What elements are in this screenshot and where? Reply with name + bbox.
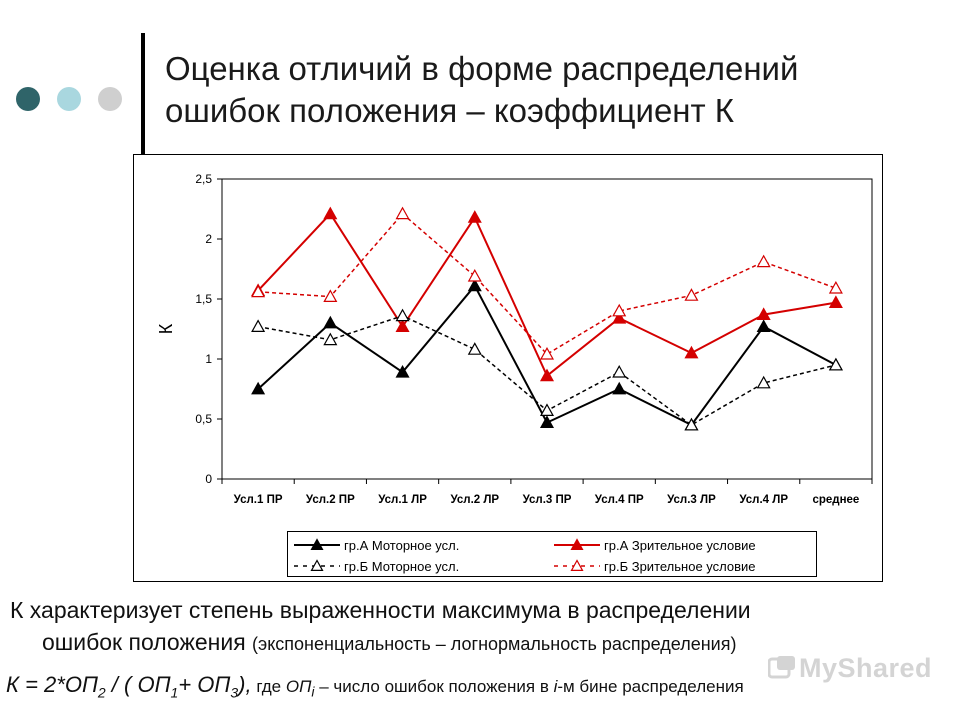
x-tick-label: Усл.2 ЛР (450, 494, 499, 506)
formula-sub-1: 1 (170, 684, 179, 701)
watermark-text: MyShared (799, 653, 933, 683)
y-tick-label: 0,5 (195, 412, 212, 426)
series-2-point (828, 295, 843, 308)
x-tick-label: Усл.3 ПР (523, 494, 572, 506)
series-1-point (612, 381, 627, 395)
x-tick-label: Усл.4 ЛР (739, 494, 788, 506)
series-3-point (684, 417, 699, 431)
series-4-point (828, 280, 843, 294)
title-line-1: Оценка отличий в форме распределений (165, 50, 799, 87)
watermark: MyShared (767, 653, 933, 684)
x-tick-label: Усл.3 ЛР (667, 494, 716, 506)
description-line-2: ошибок положения (42, 629, 246, 655)
x-tick-label: Усл.1 ЛР (378, 494, 427, 506)
series-2-point (323, 206, 338, 220)
legend-marker-2 (570, 538, 584, 550)
decor-dot-light-blue (57, 87, 81, 111)
watermark-logo-icon (767, 655, 796, 681)
x-tick-label: среднее (812, 494, 859, 506)
series-3-point (612, 364, 627, 378)
series-4-point (612, 303, 627, 317)
series-4-point (395, 206, 410, 220)
y-tick-label: 1,5 (195, 292, 212, 306)
series-2-point (612, 310, 627, 324)
formula-close: ), (238, 672, 252, 697)
formula-mid: / ( ОП (105, 672, 171, 697)
series-1-point (395, 364, 410, 378)
series-2-point (756, 307, 771, 320)
series-2-point (395, 319, 410, 332)
x-tick-label: Усл.1 ПР (234, 494, 283, 506)
series-1-point (539, 415, 555, 428)
series-4-point (756, 254, 771, 268)
series-4-point (539, 346, 555, 360)
legend-label-4: гр.Б Зрительное условие (604, 559, 756, 574)
decor-dot-gray (98, 87, 122, 111)
x-tick-label: Усл.2 ПР (306, 494, 355, 506)
legend-marker-1 (310, 538, 324, 550)
y-tick-label: 2 (205, 232, 212, 246)
series-1-point (251, 381, 266, 395)
legend-label-2: гр.А Зрительное условие (604, 538, 756, 553)
series-4-point (684, 288, 699, 301)
legend-label-3: гр.Б Моторное усл. (344, 559, 459, 574)
description-line-1: К характеризует степень выраженности мак… (10, 597, 751, 623)
series-4-point (251, 284, 266, 298)
y-tick-label: 0 (205, 472, 212, 486)
formula-where: где (251, 677, 286, 696)
description-text: К характеризует степень выраженности мак… (10, 594, 955, 660)
formula-desc-1: – число ошибок положения в (314, 677, 554, 696)
slide-title: Оценка отличий в форме распределений оши… (165, 48, 945, 132)
series-2-point (467, 210, 482, 223)
series-3-point (251, 319, 266, 332)
line-chart: 0 0,5 1 1,5 2 2,5 Усл.1 ПР Усл.2 ПР Усл.1 ЛР Усл.… (156, 172, 873, 506)
series-4-point (467, 268, 482, 282)
series-1-point (467, 278, 482, 292)
title-line-2: ошибок положения – коэффициент К (165, 92, 735, 129)
series-3-point (828, 357, 843, 371)
formula-plus: + ОП (178, 672, 231, 697)
formula-i: i (553, 677, 558, 696)
formula-text: К = 2*ОП2 / ( ОП1+ ОП3), где ОПi – число… (6, 670, 956, 707)
legend-marker-3 (310, 559, 324, 572)
series-3-point (756, 375, 771, 389)
formula-k: К = 2*ОП (6, 672, 98, 697)
series-3-point (467, 342, 482, 355)
title-divider-bar (141, 33, 145, 157)
series-3-point (323, 332, 338, 346)
description-paren: (экспоненциальность – логнормальность ра… (252, 634, 737, 654)
y-axis-label: К (156, 323, 176, 334)
x-tick-label: Усл.4 ПР (595, 494, 644, 506)
y-tick-label: 1 (205, 352, 212, 366)
series-3-point (395, 308, 410, 322)
formula-sub-3: 3 (230, 684, 239, 701)
chart-legend: гр.А Моторное усл. гр.А Зрительное услови… (287, 531, 817, 577)
plot-area (221, 178, 873, 480)
chart-frame: 0 0,5 1 1,5 2 2,5 Усл.1 ПР Усл.2 ПР Усл.1 ЛР Усл.… (133, 154, 883, 582)
legend-graphics: гр.А Моторное усл. гр.А Зрительное услови… (294, 538, 756, 574)
y-tick-label: 2,5 (195, 172, 212, 186)
formula-opi: ОП (285, 677, 312, 696)
series-4-point (323, 289, 338, 302)
series-2-point (539, 368, 555, 382)
series-line-4 (258, 212, 837, 356)
formula-sub-i: i (311, 683, 315, 700)
series-1-point (756, 319, 771, 332)
series-2-point (684, 345, 699, 359)
legend-label-1: гр.А Моторное усл. (344, 538, 459, 553)
decor-dot-dark (16, 87, 40, 111)
formula-sub-2: 2 (97, 684, 106, 701)
formula-desc-2: -м бине распределения (557, 677, 744, 696)
legend-marker-4 (570, 559, 584, 572)
series-1-point (323, 315, 338, 329)
series-3-point (539, 403, 555, 416)
